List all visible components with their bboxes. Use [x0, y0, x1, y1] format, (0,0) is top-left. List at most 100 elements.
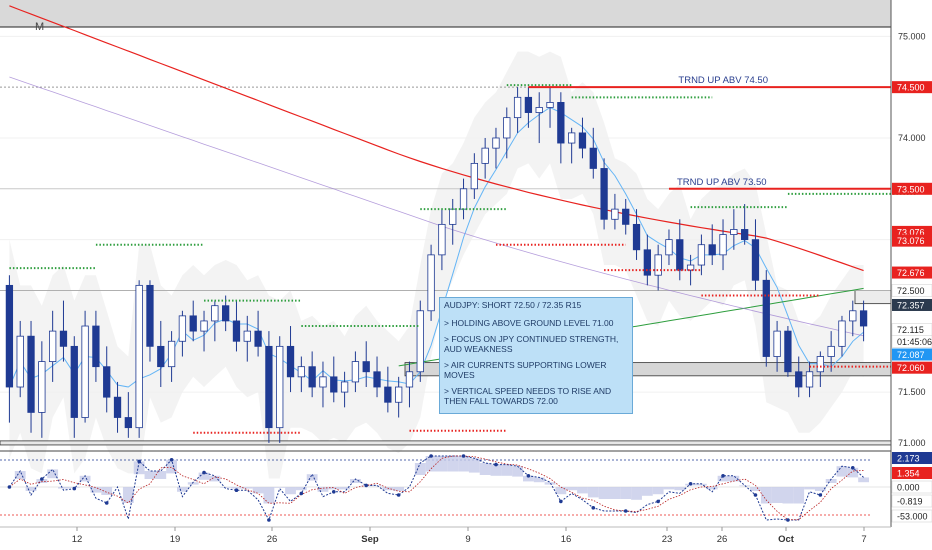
osc-histogram-bar [58, 487, 69, 489]
candle-body [157, 345, 165, 368]
osc-point [169, 458, 174, 462]
candle-body [124, 417, 132, 429]
candle-body [286, 345, 295, 378]
price-tick-label: 75.000 [898, 31, 926, 41]
osc-tag-label: -53.000 [897, 512, 928, 522]
osc-point [202, 470, 206, 475]
candle-body [222, 305, 230, 322]
candle-body [795, 371, 803, 388]
osc-point [526, 474, 531, 478]
trend-level-label: TRND UP ABV 73.50 [677, 177, 767, 188]
osc-histogram-bar [706, 487, 718, 490]
osc-histogram-bar [458, 456, 469, 472]
price-tag-box [892, 361, 932, 374]
osc-point [559, 499, 563, 504]
price-tag-label: 74.500 [897, 83, 925, 93]
osc-histogram-bar [382, 487, 394, 491]
osc-tag-box [891, 480, 932, 494]
price-tag: 72.060 [892, 361, 932, 374]
price-tag-label: 73.076 [897, 227, 925, 237]
candle-body [254, 330, 262, 347]
osc-histogram-bar [209, 475, 221, 482]
trade-note-line: > VERTICAL SPEED NEEDS TO RISE AND THEN … [444, 386, 612, 406]
candle-body [200, 320, 208, 332]
candle-body [362, 361, 370, 373]
osc-histogram-bar [263, 487, 275, 504]
osc-histogram-bar [47, 469, 59, 479]
osc-tag-label: -0.819 [897, 497, 923, 507]
candle-body [773, 330, 781, 357]
osc-histogram-bar [620, 487, 632, 499]
price-tag-box [892, 348, 932, 361]
oscillator-axis: 2.173 1.354 0.000 -0.819 -53.000 [891, 452, 932, 523]
osc-histogram-bar [490, 464, 502, 476]
top-zone [0, 0, 891, 27]
candle-body [438, 223, 446, 256]
candle-body [38, 361, 46, 413]
price-tag-label: 72.676 [897, 268, 925, 278]
price-tag: 01:45:06 [891, 335, 932, 348]
candle-body [395, 386, 403, 403]
candle-body [568, 132, 576, 144]
osc-histogram-bar [393, 487, 405, 491]
time-tick-label: Oct [778, 534, 795, 545]
candle-body [319, 376, 327, 388]
time-tick-label: Sep [361, 534, 379, 545]
candle-body [276, 345, 284, 429]
candle-body [189, 315, 197, 332]
osc-histogram-bar [36, 479, 48, 483]
osc-histogram-bar [793, 487, 805, 504]
osc-tag-box [891, 509, 932, 523]
candle-body [665, 239, 673, 256]
osc-histogram-bar [847, 467, 859, 478]
osc-line [8, 455, 864, 522]
candle-body [5, 284, 14, 388]
price-tick-label: 74.000 [898, 133, 926, 143]
osc-histogram-bar [696, 483, 707, 486]
price-tag-label: 72.060 [897, 363, 925, 373]
trend-levels: TRND UP ABV 74.50 TRND UP ABV 73.50 [528, 75, 891, 190]
osc-histogram-bar [501, 464, 513, 476]
osc-histogram-bar [436, 456, 448, 472]
price-tag-box [892, 266, 932, 279]
time-tick-label: 23 [662, 534, 673, 545]
osc-point [137, 459, 141, 464]
osc-histogram-bar [425, 456, 437, 472]
time-tick-label: 7 [861, 534, 866, 545]
osc-histogram-bar [79, 475, 91, 482]
candle-body [784, 330, 792, 373]
osc-histogram-bar [306, 474, 318, 481]
candle-body [719, 234, 727, 256]
candle-body [308, 366, 316, 388]
osc-point [688, 482, 693, 486]
candle-body [686, 264, 695, 271]
time-tick-label: 26 [717, 534, 728, 545]
osc-point [331, 490, 336, 494]
candle-body [146, 284, 154, 347]
candle-body [135, 284, 143, 429]
price-tag: 72.087 [892, 348, 932, 361]
dotted-levels [9, 84, 918, 434]
candle-body [92, 325, 100, 368]
osc-point [299, 491, 304, 496]
candle-body [49, 330, 57, 363]
osc-histogram-bar [674, 487, 686, 491]
candle-body [449, 208, 457, 225]
trade-note-header: AUDJPY: SHORT 72.50 / 72.35 R15 [444, 300, 582, 310]
price-tag: 73.076 [892, 234, 932, 247]
candle-body [481, 147, 489, 164]
candle-body [373, 371, 381, 388]
time-tick-label: 19 [170, 534, 181, 545]
price-tag: 72.500 [891, 284, 932, 297]
osc-histogram-bar [814, 487, 826, 491]
candle-body [589, 147, 597, 169]
osc-point [461, 454, 466, 458]
osc-histogram-bar [760, 487, 772, 504]
candle-body [546, 102, 554, 108]
trade-note-line: > HOLDING ABOVE GROUND LEVEL 71.00 [444, 318, 614, 328]
candle-body [59, 330, 68, 347]
osc-histogram-bar [577, 487, 588, 494]
candle-body [330, 376, 338, 393]
candle-body [103, 366, 111, 398]
